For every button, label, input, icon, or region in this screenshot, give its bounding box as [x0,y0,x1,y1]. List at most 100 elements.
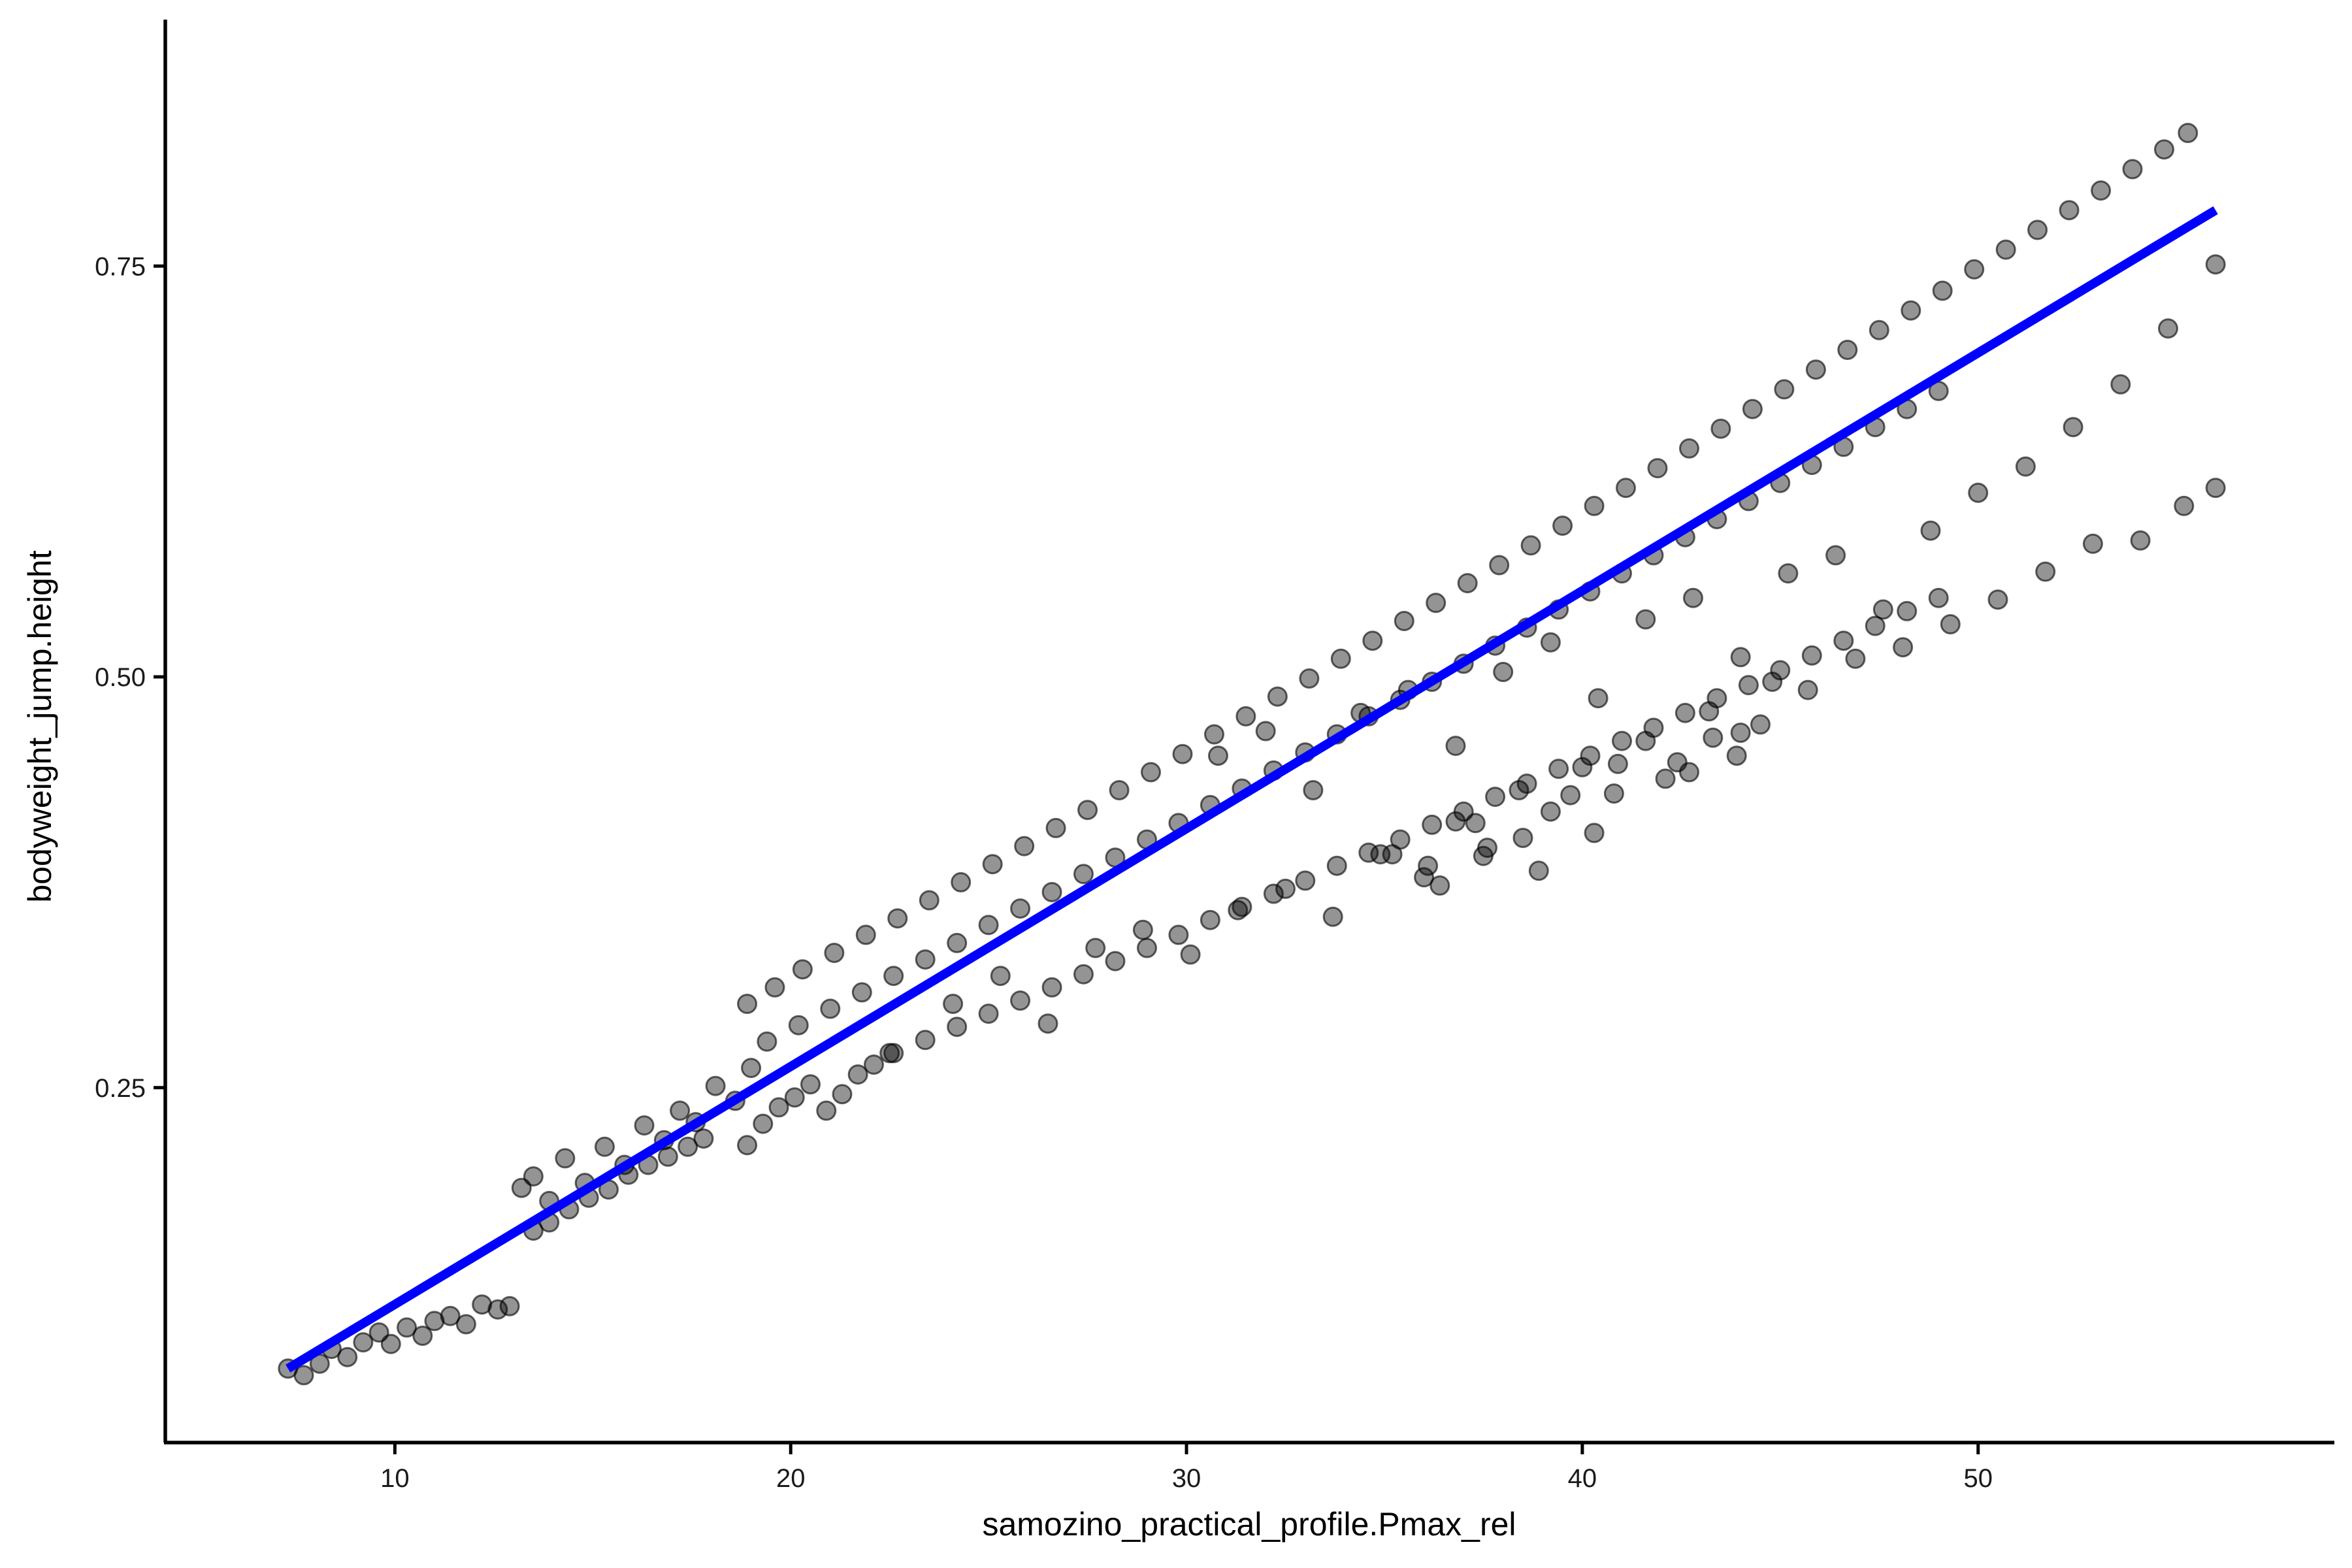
data-point [1964,259,1985,280]
data-point [1109,780,1130,800]
data-point [792,959,813,980]
data-point [1679,762,1699,783]
data-point [1105,951,1126,972]
data-point [1548,759,1569,779]
x-tick-label: 50 [1963,1464,1993,1493]
data-point [1485,787,1506,808]
data-point [693,1128,714,1149]
data-point [2063,417,2083,438]
data-point [1588,688,1609,709]
data-point [1805,359,1826,380]
data-point [1382,844,1403,865]
data-point [1299,668,1320,689]
data-point [757,1031,777,1052]
data-point [2154,139,2174,160]
data-point [1607,753,1628,774]
data-point [1200,909,1220,930]
data-point [1940,614,1961,634]
data-point [1141,762,1161,783]
data-point [2174,495,2195,516]
data-point [883,966,904,987]
data-point [2035,561,2056,582]
data-point [1275,878,1296,899]
data-point [1168,924,1189,945]
data-point [1512,828,1533,848]
data-point [1603,783,1624,804]
data-point [1865,615,1886,636]
data-point [1995,239,2016,260]
y-axis-ticks: 0.25 0.50 0.75 [95,252,165,1103]
data-point [1730,647,1751,668]
data-point [1703,727,1723,748]
data-point [353,1332,374,1353]
data-point [1303,780,1324,800]
data-point [832,1084,853,1105]
data-point [887,908,908,929]
data-point [1612,730,1632,751]
data-point [1635,609,1656,630]
data-point [1045,817,1066,838]
y-tick-label: 0.75 [95,252,146,281]
data-point [2178,123,2198,143]
data-point [1394,611,1414,631]
data-point [947,1017,968,1037]
data-point [1037,1013,1058,1034]
data-point [951,872,972,892]
data-point [2122,159,2143,180]
data-point [657,1146,678,1167]
data-point [634,1115,655,1136]
data-point [1726,745,1747,766]
data-point [1920,520,1941,541]
data-point [1132,919,1153,940]
data-point [2158,318,2178,339]
data-point [670,1100,691,1121]
data-point [2205,478,2226,498]
data-point [1263,883,1284,904]
data-point [1255,721,1276,742]
data-point [1465,813,1486,834]
data-point [1801,645,1822,666]
data-point [1326,855,1347,876]
data-point [705,1075,726,1096]
data-point [380,1333,401,1354]
data-point [1833,630,1854,651]
data-point [1172,743,1193,764]
data-point [412,1326,433,1346]
data-point [1616,478,1636,498]
data-point [1897,600,1918,621]
data-points [278,123,2226,1386]
data-point [820,998,841,1019]
data-point [1540,632,1561,653]
data-point [1041,882,1062,902]
data-point [1014,836,1035,857]
data-point [1584,495,1605,516]
data-point [1457,573,1478,594]
data-point [1077,800,1098,821]
x-tick-label: 10 [380,1464,410,1493]
data-point [784,1087,805,1108]
data-point [943,994,964,1014]
data-point [982,854,1003,875]
data-point [1572,757,1593,777]
data-point [1489,555,1510,576]
data-point [1968,482,1989,503]
data-point [1204,724,1224,745]
x-tick-label: 30 [1172,1464,1201,1493]
data-point [1085,938,1106,958]
data-point [499,1296,520,1316]
data-point [883,1043,904,1064]
data-point [2082,533,2103,554]
data-point [555,1148,576,1169]
y-axis-title: bodyweight_jump.height [22,550,58,902]
data-point [337,1347,358,1367]
data-point [800,1074,821,1095]
data-point [919,890,939,911]
data-point [2110,374,2131,395]
data-point [990,966,1011,987]
data-point [1928,587,1949,608]
data-point [1137,938,1157,958]
data-point [487,1299,508,1320]
data-point [978,915,999,936]
